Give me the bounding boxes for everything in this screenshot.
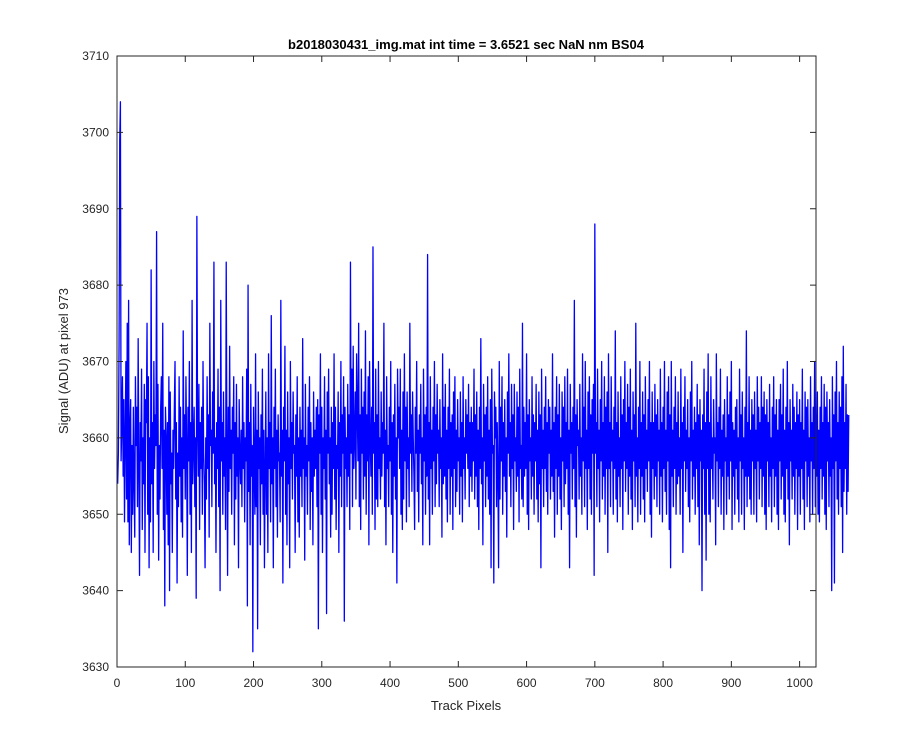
y-axis-label: Signal (ADU) at pixel 973 [56, 288, 71, 434]
y-tick-label: 3710 [82, 49, 109, 63]
x-tick-label: 300 [312, 676, 332, 690]
series-line [117, 101, 850, 653]
y-tick-label: 3690 [82, 202, 109, 216]
chart-title: b2018030431_img.mat int time = 3.6521 se… [288, 37, 645, 52]
y-tick-label: 3660 [82, 431, 109, 445]
x-tick-label: 700 [585, 676, 605, 690]
x-tick-label: 100 [175, 676, 195, 690]
y-tick-label: 3650 [82, 507, 109, 521]
y-tick-label: 3670 [82, 355, 109, 369]
x-axis-label: Track Pixels [431, 698, 502, 713]
x-axis: 0 100 200 300 400 500 600 700 800 900 1000 [114, 56, 813, 690]
x-tick-label: 200 [244, 676, 264, 690]
x-tick-label: 1000 [786, 676, 813, 690]
plot-area [117, 56, 816, 667]
y-axis: 3630 3640 3650 3660 3670 3680 3690 3700 3710 [82, 49, 816, 674]
x-tick-label: 400 [380, 676, 400, 690]
x-tick-label: 500 [448, 676, 468, 690]
x-tick-label: 600 [517, 676, 537, 690]
y-tick-label: 3700 [82, 125, 109, 139]
series-group [117, 101, 850, 653]
y-tick-label: 3680 [82, 278, 109, 292]
y-tick-label: 3630 [82, 660, 109, 674]
x-tick-label: 900 [721, 676, 741, 690]
x-tick-label: 0 [114, 676, 121, 690]
y-tick-label: 3640 [82, 584, 109, 598]
x-tick-label: 800 [653, 676, 673, 690]
